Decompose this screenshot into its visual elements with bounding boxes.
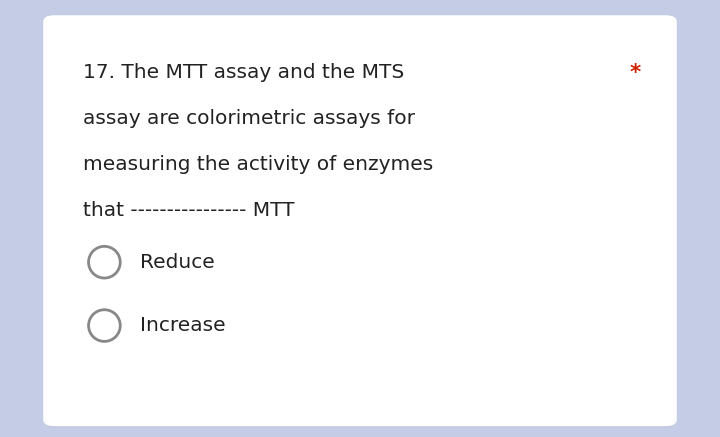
- Text: Reduce: Reduce: [140, 253, 215, 272]
- FancyBboxPatch shape: [43, 15, 677, 426]
- Text: measuring the activity of enzymes: measuring the activity of enzymes: [83, 155, 433, 174]
- Text: 17. The MTT assay and the MTS: 17. The MTT assay and the MTS: [83, 63, 404, 82]
- Text: assay are colorimetric assays for: assay are colorimetric assays for: [83, 109, 415, 128]
- Text: *: *: [630, 63, 642, 83]
- Text: that ---------------- MTT: that ---------------- MTT: [83, 201, 294, 220]
- Text: Increase: Increase: [140, 316, 226, 335]
